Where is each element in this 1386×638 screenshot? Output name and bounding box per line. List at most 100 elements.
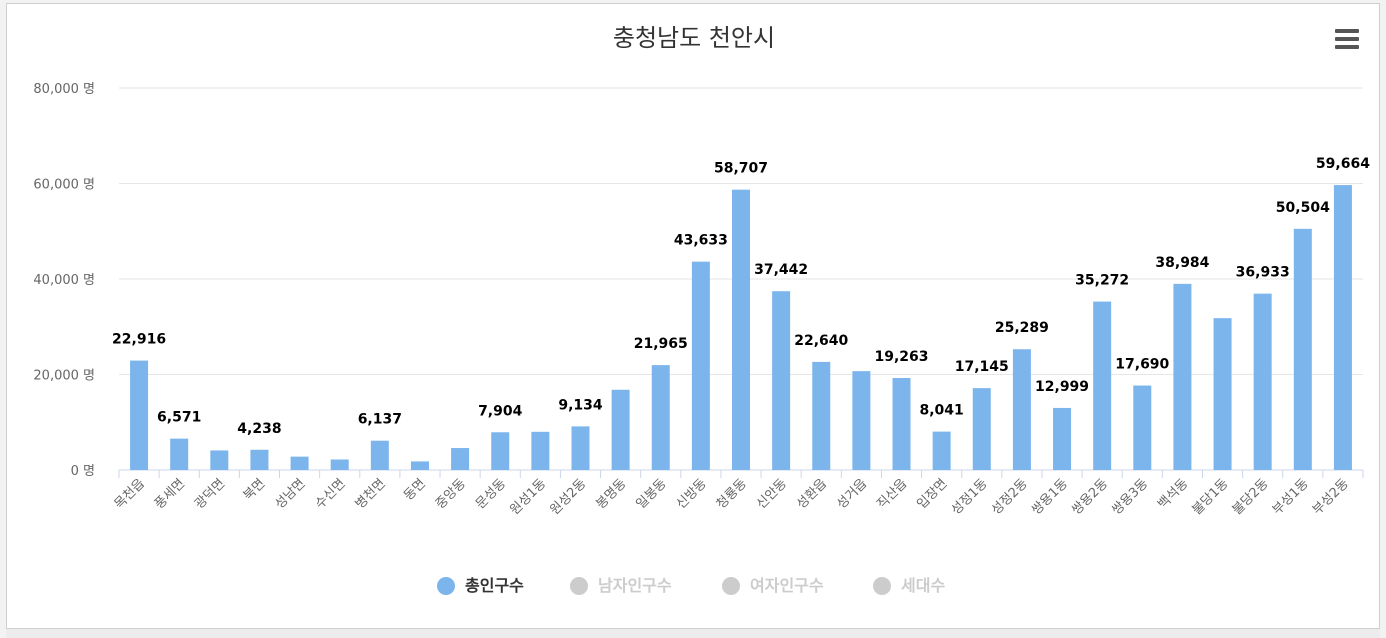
- bar-수신면[interactable]: [330, 459, 349, 470]
- x-tick-label: 동면: [401, 476, 429, 504]
- bar-풍세면[interactable]: [170, 438, 189, 470]
- data-label: 35,272: [1075, 273, 1129, 289]
- bar-불당1동[interactable]: [1213, 318, 1232, 470]
- y-tick-label: 80,000 명: [33, 82, 95, 97]
- data-label: 22,916: [112, 332, 166, 348]
- bar-부성1동[interactable]: [1293, 228, 1312, 470]
- bottom-strip: [6, 629, 1380, 638]
- legend-dot-icon: [873, 577, 891, 595]
- x-tick-label: 병천면: [353, 476, 389, 512]
- bar-문성동[interactable]: [491, 432, 510, 470]
- data-label: 21,965: [634, 336, 688, 352]
- legend-label: 남자인구수: [598, 576, 672, 595]
- x-tick-label: 청룡동: [714, 476, 750, 512]
- legend-label: 총인구수: [465, 576, 524, 595]
- data-label: 9,134: [558, 397, 603, 413]
- x-tick-label: 중앙동: [433, 476, 469, 512]
- legend-dot-icon: [722, 577, 740, 595]
- data-label: 36,933: [1236, 265, 1290, 281]
- data-label: 22,640: [794, 333, 848, 349]
- bar-성남면[interactable]: [290, 456, 309, 470]
- bar-입장면[interactable]: [932, 431, 951, 470]
- data-label: 19,263: [875, 349, 929, 365]
- chart-legend: 총인구수 남자인구수 여자인구수 세대수: [7, 572, 1381, 600]
- data-label: 38,984: [1155, 255, 1209, 271]
- legend-dot-icon: [437, 577, 455, 595]
- x-tick-label: 성환읍: [794, 476, 830, 512]
- x-tick-label: 직산읍: [874, 476, 910, 512]
- x-tick-label: 불당2동: [1230, 476, 1272, 518]
- bar-병천면[interactable]: [370, 440, 389, 470]
- bar-쌍용1동[interactable]: [1053, 407, 1072, 470]
- bar-쌍용2동[interactable]: [1093, 301, 1112, 470]
- x-tick-label: 성정1동: [949, 476, 991, 518]
- y-tick-label: 40,000 명: [33, 273, 95, 288]
- data-label: 4,238: [237, 421, 281, 437]
- bar-일봉동[interactable]: [651, 365, 670, 470]
- bar-백석동[interactable]: [1173, 283, 1192, 470]
- hamburger-menu-icon[interactable]: [1333, 27, 1361, 51]
- legend-label: 세대수: [901, 576, 946, 595]
- y-tick-label: 0 명: [71, 464, 95, 479]
- bar-중앙동[interactable]: [451, 448, 470, 470]
- x-tick-label: 문성동: [473, 476, 509, 512]
- x-tick-label: 신방동: [674, 476, 710, 512]
- bar-직산읍[interactable]: [892, 378, 911, 470]
- data-label: 8,041: [919, 403, 963, 419]
- x-tick-label: 광덕면: [192, 476, 228, 512]
- bar-원성2동[interactable]: [571, 426, 590, 470]
- bar-북면[interactable]: [250, 449, 269, 470]
- data-label: 6,137: [358, 412, 402, 428]
- x-tick-label: 봉명동: [593, 476, 629, 512]
- bar-원성1동[interactable]: [531, 431, 550, 470]
- y-tick-label: 20,000 명: [33, 369, 95, 384]
- x-tick-label: 쌍용3동: [1109, 476, 1151, 518]
- bar-불당2동[interactable]: [1253, 293, 1272, 470]
- bar-성환읍[interactable]: [812, 361, 831, 470]
- bar-광덕면[interactable]: [210, 450, 229, 470]
- data-label: 17,690: [1115, 357, 1169, 373]
- x-tick-label: 성거읍: [834, 476, 870, 512]
- data-label: 12,999: [1035, 379, 1089, 395]
- data-label: 58,707: [714, 161, 768, 177]
- bar-쌍용3동[interactable]: [1133, 385, 1152, 470]
- bar-성거읍[interactable]: [852, 371, 871, 470]
- bar-성정1동[interactable]: [972, 388, 991, 470]
- x-tick-label: 북면: [241, 476, 269, 504]
- legend-label: 여자인구수: [750, 576, 824, 595]
- bar-청룡동[interactable]: [732, 189, 750, 470]
- x-tick-label: 백석동: [1155, 476, 1191, 512]
- x-tick-label: 목천읍: [112, 476, 148, 512]
- x-tick-label: 부성2동: [1310, 476, 1352, 518]
- data-label: 37,442: [754, 262, 808, 278]
- y-tick-label: 60,000 명: [33, 178, 95, 193]
- legend-dot-icon: [570, 577, 588, 595]
- bar-신방동[interactable]: [691, 261, 710, 470]
- data-label: 17,145: [955, 359, 1009, 375]
- x-tick-label: 풍세면: [152, 476, 188, 512]
- x-tick-label: 수신면: [313, 476, 349, 512]
- bar-봉명동[interactable]: [611, 389, 630, 470]
- x-tick-label: 원성2동: [547, 476, 589, 518]
- bar-목천읍[interactable]: [130, 360, 149, 470]
- data-label: 7,904: [478, 403, 523, 419]
- bar-동면[interactable]: [410, 461, 429, 470]
- bar-부성2동[interactable]: [1333, 185, 1352, 470]
- x-tick-label: 입장면: [914, 476, 950, 512]
- x-tick-label: 일봉동: [634, 476, 670, 512]
- data-label: 25,289: [995, 320, 1049, 336]
- bar-신안동[interactable]: [772, 291, 791, 470]
- x-tick-label: 성정2동: [989, 476, 1031, 518]
- x-tick-label: 원성1동: [507, 476, 549, 518]
- data-label: 50,504: [1276, 200, 1330, 216]
- x-tick-label: 불당1동: [1190, 476, 1232, 518]
- data-label: 6,571: [157, 410, 201, 426]
- bar-성정2동[interactable]: [1012, 349, 1031, 470]
- data-label: 43,633: [674, 233, 728, 249]
- chart-container: 충청남도 천안시 0 명 20,000 명 40,000 명 60,000 명 80,0…: [6, 3, 1380, 629]
- x-tick-label: 신안동: [754, 476, 790, 512]
- x-tick-label: 쌍용1동: [1029, 476, 1071, 518]
- x-tick-label: 성남면: [272, 476, 308, 512]
- x-tick-label: 쌍용2동: [1069, 476, 1111, 518]
